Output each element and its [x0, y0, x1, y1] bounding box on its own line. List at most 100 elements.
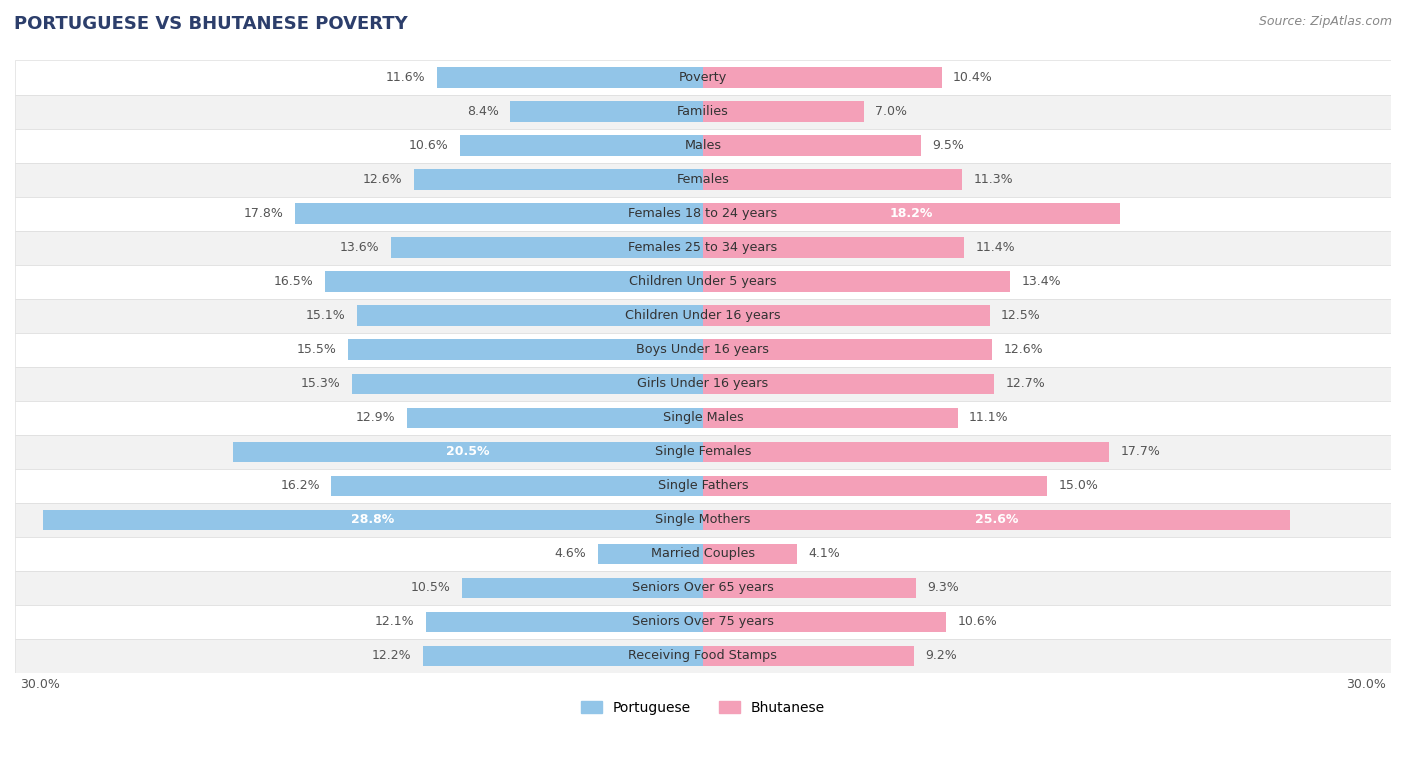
Text: Poverty: Poverty — [679, 71, 727, 84]
Text: 11.4%: 11.4% — [976, 241, 1015, 254]
Bar — [703, 169, 962, 190]
Bar — [437, 67, 703, 88]
Text: Seniors Over 65 years: Seniors Over 65 years — [633, 581, 773, 594]
Text: 12.2%: 12.2% — [373, 650, 412, 662]
Text: Married Couples: Married Couples — [651, 547, 755, 560]
Text: 9.3%: 9.3% — [928, 581, 959, 594]
Text: 12.6%: 12.6% — [363, 173, 402, 186]
Bar — [15, 61, 1391, 95]
Text: 7.0%: 7.0% — [875, 105, 907, 118]
Bar — [408, 408, 703, 428]
Bar — [15, 265, 1391, 299]
Text: 10.6%: 10.6% — [957, 615, 997, 628]
Bar — [703, 102, 863, 122]
Text: 15.5%: 15.5% — [297, 343, 336, 356]
Text: 15.1%: 15.1% — [305, 309, 346, 322]
Bar — [703, 340, 993, 360]
Text: 20.5%: 20.5% — [446, 445, 489, 459]
Text: 10.5%: 10.5% — [411, 581, 451, 594]
Text: PORTUGUESE VS BHUTANESE POVERTY: PORTUGUESE VS BHUTANESE POVERTY — [14, 15, 408, 33]
Bar — [15, 196, 1391, 230]
Text: 30.0%: 30.0% — [1347, 678, 1386, 691]
Text: 11.1%: 11.1% — [969, 412, 1008, 424]
Text: Single Fathers: Single Fathers — [658, 479, 748, 492]
Text: Single Mothers: Single Mothers — [655, 513, 751, 526]
Bar — [15, 230, 1391, 265]
Text: Children Under 5 years: Children Under 5 years — [630, 275, 776, 288]
Bar — [15, 95, 1391, 129]
Text: 4.1%: 4.1% — [808, 547, 841, 560]
Bar — [15, 537, 1391, 571]
Text: 13.4%: 13.4% — [1022, 275, 1062, 288]
Bar — [357, 305, 703, 326]
Text: 12.7%: 12.7% — [1005, 377, 1046, 390]
Text: Females 25 to 34 years: Females 25 to 34 years — [628, 241, 778, 254]
Bar — [15, 299, 1391, 333]
Bar — [426, 612, 703, 632]
Text: 4.6%: 4.6% — [554, 547, 586, 560]
Bar — [703, 646, 914, 666]
Text: 18.2%: 18.2% — [890, 207, 934, 220]
Text: Families: Families — [678, 105, 728, 118]
Text: 30.0%: 30.0% — [20, 678, 59, 691]
Bar — [423, 646, 703, 666]
Bar — [703, 475, 1047, 496]
Bar — [463, 578, 703, 598]
Text: 12.1%: 12.1% — [374, 615, 413, 628]
Text: 15.0%: 15.0% — [1059, 479, 1098, 492]
Bar — [510, 102, 703, 122]
Text: Single Females: Single Females — [655, 445, 751, 459]
Legend: Portuguese, Bhutanese: Portuguese, Bhutanese — [581, 701, 825, 715]
Text: 12.5%: 12.5% — [1001, 309, 1040, 322]
Text: Receiving Food Stamps: Receiving Food Stamps — [628, 650, 778, 662]
Text: 16.5%: 16.5% — [273, 275, 314, 288]
Text: Girls Under 16 years: Girls Under 16 years — [637, 377, 769, 390]
Text: 17.8%: 17.8% — [243, 207, 284, 220]
Bar — [15, 571, 1391, 605]
Bar — [703, 271, 1011, 292]
Text: 11.6%: 11.6% — [385, 71, 426, 84]
Bar — [703, 237, 965, 258]
Bar — [15, 129, 1391, 162]
Bar — [703, 408, 957, 428]
Text: 15.3%: 15.3% — [301, 377, 340, 390]
Text: 9.5%: 9.5% — [932, 139, 965, 152]
Text: 28.8%: 28.8% — [352, 513, 395, 526]
Bar — [15, 605, 1391, 639]
Text: 11.3%: 11.3% — [973, 173, 1014, 186]
Text: 13.6%: 13.6% — [340, 241, 380, 254]
Bar — [703, 203, 1121, 224]
Bar — [15, 162, 1391, 196]
Bar — [703, 578, 917, 598]
Text: 17.7%: 17.7% — [1121, 445, 1160, 459]
Text: 25.6%: 25.6% — [974, 513, 1018, 526]
Bar — [325, 271, 703, 292]
Bar — [703, 305, 990, 326]
Text: 8.4%: 8.4% — [467, 105, 499, 118]
Bar — [703, 509, 1291, 530]
Bar — [703, 374, 994, 394]
Bar — [703, 67, 942, 88]
Text: Children Under 16 years: Children Under 16 years — [626, 309, 780, 322]
Bar — [460, 136, 703, 155]
Text: 10.4%: 10.4% — [953, 71, 993, 84]
Bar — [391, 237, 703, 258]
Text: 9.2%: 9.2% — [925, 650, 957, 662]
Text: 10.6%: 10.6% — [409, 139, 449, 152]
Bar — [15, 367, 1391, 401]
Bar — [703, 543, 797, 564]
Bar — [598, 543, 703, 564]
Bar — [703, 136, 921, 155]
Bar — [15, 639, 1391, 673]
Bar — [352, 374, 703, 394]
Bar — [295, 203, 703, 224]
Bar — [15, 503, 1391, 537]
Bar — [15, 468, 1391, 503]
Bar — [15, 401, 1391, 435]
Text: Females: Females — [676, 173, 730, 186]
Bar — [413, 169, 703, 190]
Text: Source: ZipAtlas.com: Source: ZipAtlas.com — [1258, 15, 1392, 28]
Bar — [233, 442, 703, 462]
Text: Boys Under 16 years: Boys Under 16 years — [637, 343, 769, 356]
Text: Males: Males — [685, 139, 721, 152]
